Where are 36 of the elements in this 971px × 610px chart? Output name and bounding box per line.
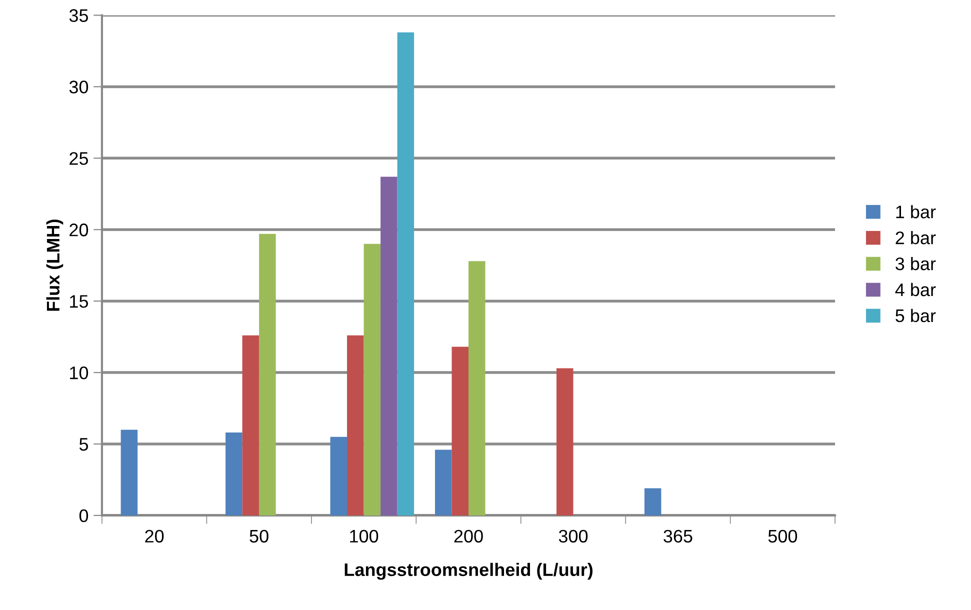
y-tick-label: 20 <box>70 224 88 236</box>
bar <box>556 368 574 516</box>
legend-label: 5 bar <box>896 308 936 322</box>
bar <box>452 346 469 516</box>
x-axis-title: Langsstroomsnelheid (L/uur) <box>344 562 593 580</box>
x-tick-label: 100 <box>350 530 378 543</box>
bar <box>330 436 348 516</box>
y-tick-label: 0 <box>79 509 88 522</box>
bar <box>347 335 364 516</box>
legend-label: 4 bar <box>895 282 936 296</box>
x-tick-label: 50 <box>250 530 268 543</box>
bar <box>468 261 486 516</box>
x-tick-label: 500 <box>768 530 798 543</box>
y-tick-label: 10 <box>70 366 88 380</box>
legend-label: 3 bar <box>896 256 936 270</box>
y-axis-title: Flux (LMH) <box>46 220 64 311</box>
bar <box>242 335 260 516</box>
y-tick-label: 25 <box>70 152 88 165</box>
x-tick-label: 200 <box>454 530 483 543</box>
bar <box>120 430 138 516</box>
legend-label: 2 bar <box>896 231 936 244</box>
y-tick-label: 30 <box>69 80 88 94</box>
legend-label: 1 bar <box>896 205 936 218</box>
x-tick-label: 365 <box>664 530 692 543</box>
x-tick-label: 20 <box>145 530 164 543</box>
bar <box>226 432 242 516</box>
y-tick-label: 15 <box>70 295 88 308</box>
y-tick-label: 5 <box>79 438 88 451</box>
bar <box>259 234 276 516</box>
bar <box>434 450 452 516</box>
bar <box>380 176 398 516</box>
bar <box>397 32 414 516</box>
x-tick-label: 300 <box>558 530 588 543</box>
bar <box>644 488 662 516</box>
y-tick-label: 35 <box>69 9 88 22</box>
bar <box>364 244 381 516</box>
